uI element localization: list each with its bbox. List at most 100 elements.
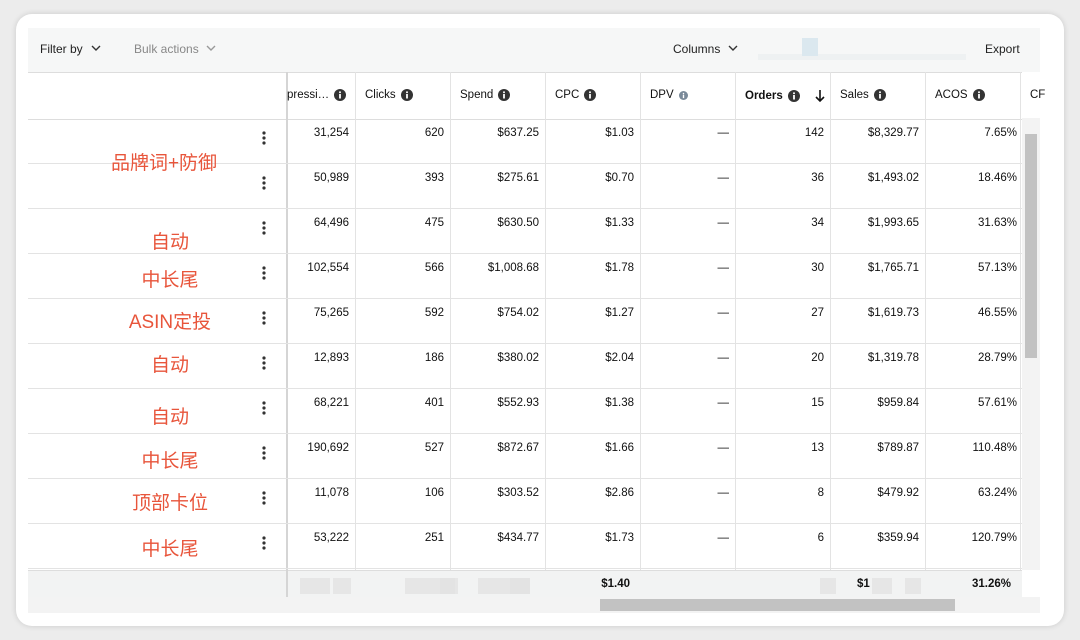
row-menu[interactable] xyxy=(262,446,266,460)
chevron xyxy=(728,45,738,51)
info-icon xyxy=(873,89,886,101)
blur xyxy=(820,578,836,594)
cell: $359.94 xyxy=(877,532,919,544)
row-line xyxy=(28,253,1022,254)
row-line xyxy=(28,568,1022,569)
cell: 120.79% xyxy=(971,532,1017,544)
cell: $1,319.78 xyxy=(867,352,919,364)
row-menu[interactable] xyxy=(262,491,266,505)
total-cpc: $1.40 xyxy=(601,578,630,590)
filter-by[interactable]: Filter by xyxy=(40,42,83,56)
row-menu[interactable] xyxy=(262,266,266,280)
cell: $1,493.02 xyxy=(867,172,919,184)
col-divider xyxy=(735,72,736,570)
cell: 63.24% xyxy=(977,487,1017,499)
cell: 13 xyxy=(811,442,824,454)
cell: $1.03 xyxy=(605,127,634,139)
cell: 46.55% xyxy=(977,307,1017,319)
cell: 12,893 xyxy=(313,352,349,364)
annotation: ASIN定投 xyxy=(128,312,212,333)
cell: $2.86 xyxy=(605,487,634,499)
column-header: pressi… xyxy=(287,89,347,101)
cell: 251 xyxy=(424,532,444,544)
info-icon xyxy=(400,89,413,101)
column-header: Clicks xyxy=(365,89,413,101)
cell: — xyxy=(717,442,730,454)
row-menu[interactable] xyxy=(262,536,266,550)
col-divider xyxy=(355,72,356,570)
annotation: 中长尾 xyxy=(141,539,199,560)
column-header: CF xyxy=(1030,89,1045,101)
row-line xyxy=(28,343,1022,344)
annotation: 自动 xyxy=(150,232,189,253)
cell: $1.73 xyxy=(605,532,634,544)
row-line xyxy=(28,433,1022,434)
cell: 401 xyxy=(424,397,444,409)
row-menu[interactable] xyxy=(262,401,266,415)
total-acos: 31.26% xyxy=(971,578,1011,590)
info-icon xyxy=(972,89,985,101)
cell: — xyxy=(717,217,730,229)
cell: 102,554 xyxy=(307,262,349,274)
cell: 527 xyxy=(424,442,444,454)
chevron xyxy=(91,45,101,51)
annotation: 自动 xyxy=(150,355,189,376)
row-line xyxy=(28,298,1022,299)
blur xyxy=(758,54,966,60)
blur xyxy=(510,578,530,594)
cell: 620 xyxy=(424,127,444,139)
cell: $1.66 xyxy=(605,442,634,454)
blur xyxy=(802,38,818,56)
cell: $1.78 xyxy=(605,262,634,274)
cell: 142 xyxy=(804,127,824,139)
row-menu[interactable] xyxy=(262,356,266,370)
cell: 106 xyxy=(424,487,444,499)
blur xyxy=(300,578,330,594)
cell: 7.65% xyxy=(984,127,1017,139)
cell: — xyxy=(717,127,730,139)
cell: $1.27 xyxy=(605,307,634,319)
sort-arrow[interactable] xyxy=(813,89,827,103)
blur xyxy=(333,578,351,594)
cell: $2.04 xyxy=(605,352,634,364)
cell: 75,265 xyxy=(313,307,349,319)
cell: $8,329.77 xyxy=(867,127,919,139)
info-icon xyxy=(678,90,688,100)
cell: 28.79% xyxy=(977,352,1017,364)
row-menu[interactable] xyxy=(262,131,266,145)
row-menu[interactable] xyxy=(262,176,266,190)
columns[interactable]: Columns xyxy=(673,42,721,56)
cell: $1,619.73 xyxy=(867,307,919,319)
header-text: Spend xyxy=(460,89,494,101)
header-text: CF xyxy=(1030,89,1046,101)
blur xyxy=(872,578,892,594)
cell: 31,254 xyxy=(313,127,349,139)
row-menu[interactable] xyxy=(262,221,266,235)
header-text: Clicks xyxy=(365,89,396,101)
cell: $552.93 xyxy=(497,397,539,409)
blur xyxy=(905,578,921,594)
row-line xyxy=(28,208,1022,209)
cell: $1.33 xyxy=(605,217,634,229)
column-header: Spend xyxy=(460,89,511,101)
row-menu[interactable] xyxy=(262,311,266,325)
row-line xyxy=(28,523,1022,524)
cell: 31.63% xyxy=(977,217,1017,229)
header-text: Orders xyxy=(745,90,783,102)
cell: — xyxy=(717,487,730,499)
cell: $959.84 xyxy=(877,397,919,409)
row-line xyxy=(28,478,1022,479)
blur xyxy=(440,578,458,594)
bulk-actions[interactable]: Bulk actions xyxy=(134,42,199,56)
export[interactable]: Export xyxy=(985,42,1020,56)
cell: 190,692 xyxy=(307,442,349,454)
cell: $0.70 xyxy=(605,172,634,184)
info-icon xyxy=(498,89,511,101)
cell: — xyxy=(717,307,730,319)
column-header: CPC xyxy=(555,89,597,101)
cell: — xyxy=(717,352,730,364)
cell: — xyxy=(717,397,730,409)
cell: 68,221 xyxy=(313,397,349,409)
